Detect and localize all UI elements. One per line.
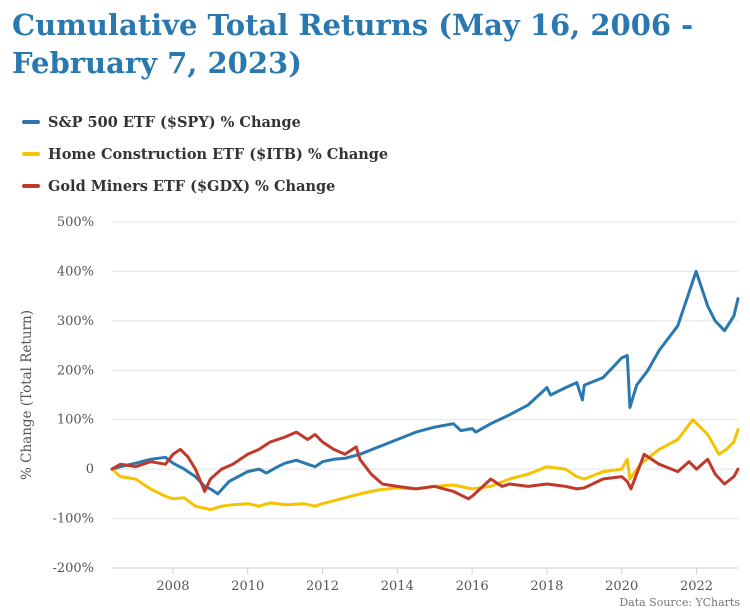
x-tick-label: 2008 [156, 579, 189, 594]
chart-title: Cumulative Total Returns (May 16, 2006 -… [12, 8, 694, 80]
x-axis-ticks: 2008 2010 2012 2014 2016 2018 2020 2022 [156, 568, 713, 594]
series-line-spy[interactable] [110, 269, 740, 496]
legend-item-spy[interactable]: S&P 500 ETF ($SPY) % Change [22, 106, 388, 138]
x-tick-label: 2012 [306, 579, 339, 594]
y-tick-label: 500% [57, 215, 94, 230]
y-tick-label: 200% [57, 363, 94, 378]
series-lines [110, 269, 740, 512]
x-tick-label: 2022 [680, 579, 713, 594]
x-tick-label: 2014 [381, 579, 414, 594]
legend-label-itb: Home Construction ETF ($ITB) % Change [48, 145, 389, 163]
legend-label-gdx: Gold Miners ETF ($GDX) % Change [48, 177, 336, 195]
x-tick-label: 2016 [456, 579, 489, 594]
series-line-itb[interactable] [110, 418, 740, 512]
data-source: Data Source: YCharts [619, 596, 740, 609]
y-axis-ticks: 500% 400% 300% 200% 100% 0 -100% -200% [52, 215, 94, 576]
legend-swatch-gdx [22, 184, 40, 188]
y-tick-label: -200% [52, 561, 94, 576]
legend-item-gdx[interactable]: Gold Miners ETF ($GDX) % Change [22, 170, 388, 202]
legend-swatch-itb [22, 152, 40, 156]
y-tick-label: 400% [57, 264, 94, 279]
y-tick-label: -100% [52, 512, 94, 527]
legend: S&P 500 ETF ($SPY) % Change Home Constru… [22, 106, 388, 202]
y-tick-label: 100% [57, 413, 94, 428]
legend-item-itb[interactable]: Home Construction ETF ($ITB) % Change [22, 138, 388, 170]
x-tick-label: 2018 [530, 579, 563, 594]
y-tick-label: 0 [86, 462, 94, 477]
grid-lines [112, 221, 738, 569]
legend-label-spy: S&P 500 ETF ($SPY) % Change [48, 113, 301, 131]
series-line-gdx[interactable] [110, 430, 740, 501]
x-tick-label: 2020 [605, 579, 638, 594]
y-axis-label: % Change (Total Return) [19, 310, 35, 480]
x-tick-label: 2010 [231, 579, 264, 594]
legend-swatch-spy [22, 120, 40, 124]
y-tick-label: 300% [57, 314, 94, 329]
